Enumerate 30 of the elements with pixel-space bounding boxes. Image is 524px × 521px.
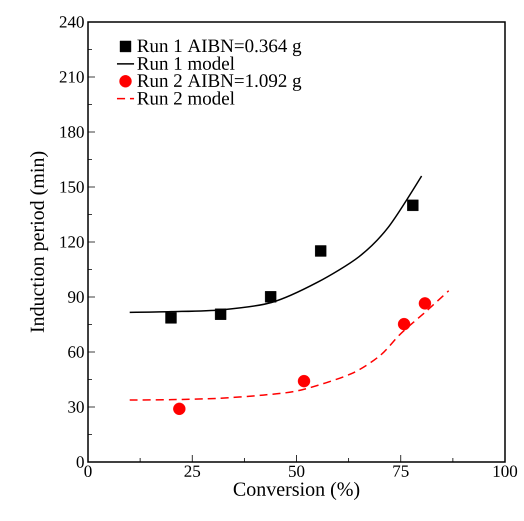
x-tick-label: 25 bbox=[184, 466, 200, 477]
x-tick-label: 50 bbox=[288, 466, 304, 477]
y-tick-label: 210 bbox=[60, 71, 84, 83]
point bbox=[418, 297, 432, 310]
y-axis-title: Induction period (min) bbox=[30, 152, 48, 332]
point bbox=[298, 374, 310, 388]
point bbox=[165, 312, 177, 324]
y-tick-label: 90 bbox=[68, 291, 84, 303]
y-tick-label: 150 bbox=[60, 181, 84, 193]
legend-label: Run 1 AIBN=0.364 g bbox=[137, 39, 302, 56]
line-series bbox=[128, 290, 450, 401]
point bbox=[173, 402, 186, 416]
x-axis-title: Conversion (%) bbox=[234, 482, 360, 500]
point bbox=[314, 245, 326, 257]
point bbox=[264, 291, 276, 303]
legend-label: Run 1 model bbox=[137, 56, 235, 70]
point bbox=[398, 318, 410, 330]
legend-label: Run 2 AIBN=1.092 g bbox=[137, 74, 302, 91]
y-tick-label: 30 bbox=[68, 401, 84, 413]
y-tick-label: 180 bbox=[60, 126, 84, 138]
x-tick-label: 0 bbox=[84, 466, 92, 477]
point bbox=[214, 308, 226, 320]
legend-label: Run 2 model bbox=[137, 91, 235, 105]
y-tick-label: 0 bbox=[76, 456, 84, 468]
x-tick-label: 75 bbox=[393, 466, 409, 477]
x-tick-label: 100 bbox=[494, 466, 518, 477]
point bbox=[407, 200, 419, 212]
y-tick-label: 120 bbox=[60, 236, 84, 248]
y-tick-label: 240 bbox=[60, 16, 84, 28]
y-tick-label: 60 bbox=[68, 346, 84, 358]
